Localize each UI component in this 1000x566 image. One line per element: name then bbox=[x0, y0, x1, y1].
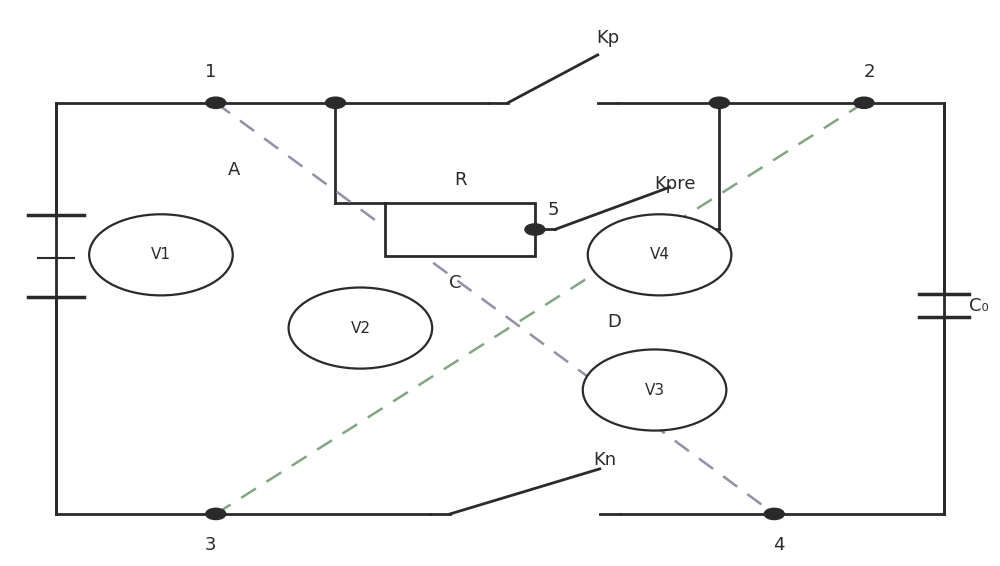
Text: 5: 5 bbox=[547, 201, 559, 219]
Text: C: C bbox=[449, 274, 461, 292]
Bar bbox=[385, 203, 535, 256]
Text: 1: 1 bbox=[205, 63, 216, 81]
Circle shape bbox=[206, 508, 226, 520]
Text: V4: V4 bbox=[650, 247, 670, 262]
Text: D: D bbox=[608, 314, 622, 332]
Text: 4: 4 bbox=[773, 536, 785, 554]
Text: A: A bbox=[228, 161, 240, 179]
Circle shape bbox=[764, 508, 784, 520]
Text: Kn: Kn bbox=[593, 452, 616, 469]
Text: V2: V2 bbox=[350, 320, 370, 336]
Text: C₀: C₀ bbox=[969, 297, 988, 315]
Circle shape bbox=[709, 97, 729, 109]
Text: V1: V1 bbox=[151, 247, 171, 262]
Circle shape bbox=[206, 97, 226, 109]
Circle shape bbox=[325, 97, 345, 109]
Text: 2: 2 bbox=[863, 63, 875, 81]
Circle shape bbox=[89, 215, 233, 295]
Text: V3: V3 bbox=[645, 383, 665, 397]
Circle shape bbox=[525, 224, 545, 235]
Circle shape bbox=[854, 97, 874, 109]
Text: 3: 3 bbox=[205, 536, 217, 554]
Circle shape bbox=[289, 288, 432, 368]
Text: Kp: Kp bbox=[596, 29, 619, 47]
Circle shape bbox=[588, 215, 731, 295]
Text: B: B bbox=[379, 294, 391, 312]
Circle shape bbox=[583, 349, 726, 431]
Text: R: R bbox=[454, 171, 466, 189]
Text: Kpre: Kpre bbox=[654, 175, 695, 194]
